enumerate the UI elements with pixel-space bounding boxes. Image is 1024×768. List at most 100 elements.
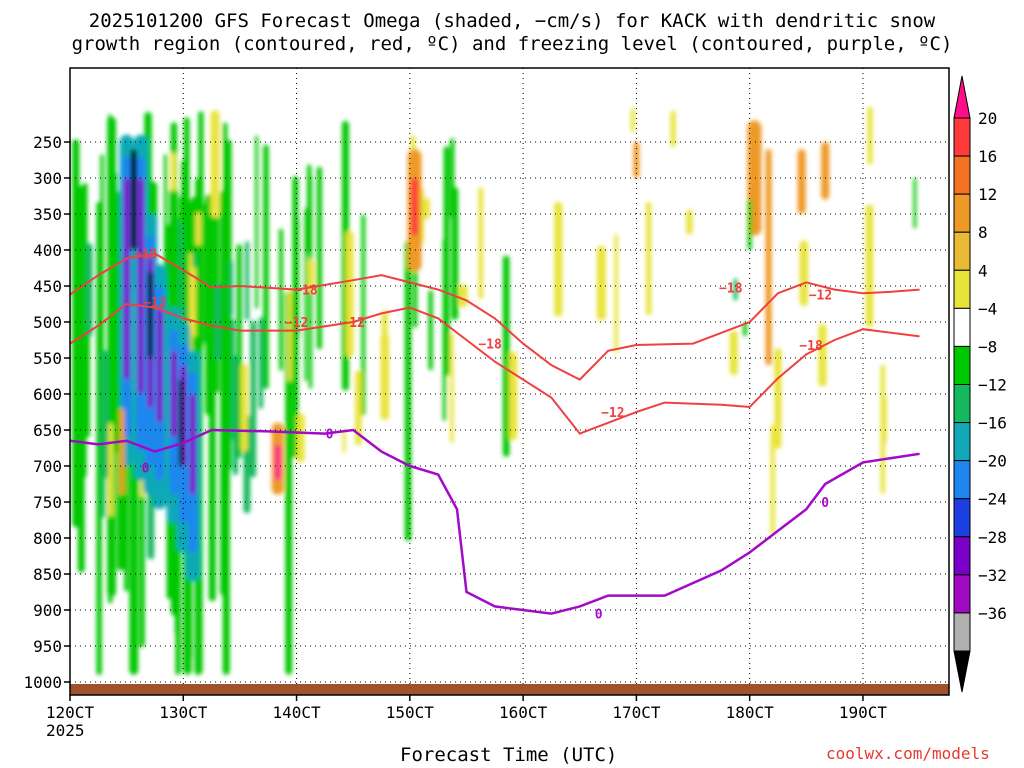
colorbar-label: 12 xyxy=(978,185,997,204)
y-tick-label: 900 xyxy=(33,601,62,620)
omega-shade-blob xyxy=(189,394,196,495)
y-tick-label: 950 xyxy=(33,637,62,656)
freezing-level-contour-line xyxy=(70,428,920,615)
omega-shade-blob xyxy=(170,350,177,438)
omega-shading xyxy=(72,106,917,675)
chart-title-line-1: 2025101200 GFS Forecast Omega (shaded, −… xyxy=(88,10,936,32)
omega-shade-blob xyxy=(742,322,747,337)
omega-shade-blob xyxy=(156,307,163,423)
omega-shade-blob xyxy=(450,333,454,443)
omega-shade-blob xyxy=(72,139,80,528)
x-tick-label: 160CT xyxy=(499,703,548,722)
colorbar-swatch xyxy=(953,193,971,233)
colorbar-label: −28 xyxy=(978,528,1007,547)
omega-shade-blob xyxy=(240,363,248,452)
omega-shade-blob xyxy=(686,209,693,235)
minus18-contour-line xyxy=(70,252,920,381)
y-tick-label: 400 xyxy=(33,241,62,260)
omega-shade-blob xyxy=(97,277,102,675)
omega-shade-blob xyxy=(109,248,118,449)
colorbar-swatch xyxy=(953,345,971,385)
colorbar-label: −16 xyxy=(978,414,1007,433)
omega-shade-blob xyxy=(508,351,518,441)
x-axis-title: Forecast Time (UTC) xyxy=(400,744,618,766)
x-tick-label: 130CT xyxy=(159,703,208,722)
chart-title-line-2: growth region (contoured, red, ºC) and f… xyxy=(71,33,953,55)
omega-shade-blob xyxy=(729,330,738,376)
contour-label: −18 xyxy=(134,248,158,263)
colorbar-swatch xyxy=(953,574,971,614)
omega-shade-blob xyxy=(747,199,752,250)
omega-shade-blob xyxy=(119,408,125,495)
y-tick-label: 1000 xyxy=(23,673,62,692)
omega-shade-blob xyxy=(287,289,292,382)
omega-shade-blob xyxy=(307,164,312,253)
omega-shade-blob xyxy=(285,291,293,675)
contour-label: −12 xyxy=(601,406,624,421)
omega-shade-blob xyxy=(108,423,114,517)
credit-link[interactable]: coolwx.com/models xyxy=(826,744,990,763)
x-axis: 120CT 130CT 140CT 150CT 160CT 170CT 180CT 190CT… xyxy=(46,695,887,740)
omega-shade-blob xyxy=(633,142,640,178)
omega-shade-blob xyxy=(865,204,874,328)
colorbar-swatch xyxy=(953,460,971,500)
omega-shade-blob xyxy=(478,187,484,300)
omega-shade-blob xyxy=(147,271,153,358)
y-tick-label: 300 xyxy=(33,169,62,188)
colorbar-label: 16 xyxy=(978,147,997,166)
y-tick-label: 450 xyxy=(33,277,62,296)
colorbar-swatch xyxy=(953,117,971,157)
y-tick-label: 850 xyxy=(33,565,62,584)
y-tick-label: 700 xyxy=(33,457,62,476)
omega-shade-blob xyxy=(279,228,284,371)
omega-shade-blob xyxy=(867,106,873,165)
omega-shade-blob xyxy=(296,413,305,463)
colorbar-label: −8 xyxy=(978,337,997,356)
x-axis-year-label: 2025 xyxy=(46,721,85,740)
x-tick-label: 150CT xyxy=(386,703,435,722)
colorbar-label: 20 xyxy=(978,109,997,128)
omega-shade-blob xyxy=(342,429,346,453)
omega-shade-blob xyxy=(345,231,354,358)
contour-label: −18 xyxy=(478,338,502,353)
contour-label: −12 xyxy=(285,316,308,331)
omega-shade-blob xyxy=(101,350,109,479)
omega-shade-blob xyxy=(380,334,390,420)
omega-shade-blob xyxy=(316,166,322,350)
omega-shade-blob xyxy=(191,266,196,337)
colorbar-swatch xyxy=(953,422,971,462)
omega-shade-blob xyxy=(818,323,827,387)
omega-shade-blob xyxy=(733,278,738,301)
y-tick-label: 500 xyxy=(33,313,62,332)
omega-shade-blob xyxy=(423,197,430,220)
colorbar-label: 8 xyxy=(978,223,988,242)
colorbar-swatch xyxy=(953,498,971,538)
y-tick-label: 750 xyxy=(33,493,62,512)
colorbar-swatch xyxy=(953,231,971,271)
x-tick-label: 170CT xyxy=(612,703,661,722)
contour-label: −12 xyxy=(809,289,832,304)
omega-shade-blob xyxy=(443,146,450,376)
colorbar: 20 16 12 8 4 −4 −8 −12 −16 −20 −24 −28 −32 −36 xyxy=(953,75,1007,693)
omega-shade-blob xyxy=(361,214,366,416)
omega-shade-blob xyxy=(130,149,137,250)
omega-shade-blob xyxy=(178,379,183,466)
colorbar-label: −20 xyxy=(978,452,1007,471)
omega-shade-blob xyxy=(554,201,563,317)
y-tick-label: 350 xyxy=(33,205,62,224)
omega-shade-blob xyxy=(229,260,233,317)
y-tick-label: 600 xyxy=(33,385,62,404)
contour-label: −12 xyxy=(143,296,166,311)
omega-shade-blob xyxy=(108,114,112,255)
x-tick-label: 190CT xyxy=(839,703,888,722)
omega-shade-blob xyxy=(258,317,264,409)
colorbar-label: 4 xyxy=(978,261,988,280)
omega-shade-blob xyxy=(210,110,220,218)
contour-lines xyxy=(70,252,920,615)
omega-shade-blob xyxy=(428,290,433,371)
omega-shade-blob xyxy=(214,283,221,361)
omega-shade-blob xyxy=(765,149,772,366)
omega-shade-blob xyxy=(85,243,93,337)
omega-shade-blob xyxy=(250,320,257,478)
